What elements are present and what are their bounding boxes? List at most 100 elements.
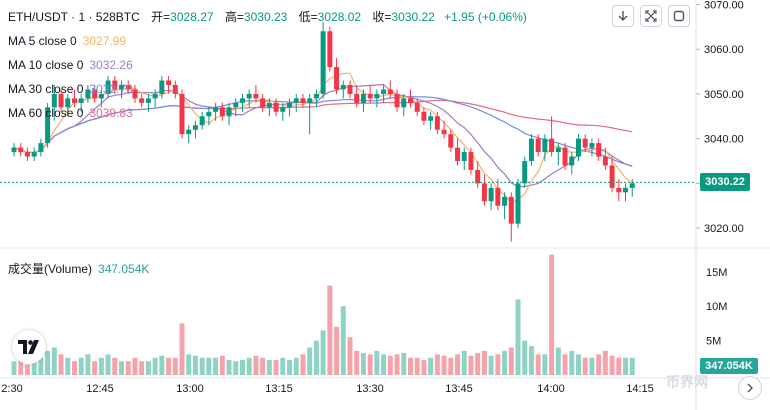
volume-bar <box>45 350 51 375</box>
high-value: 3030.23 <box>243 10 288 24</box>
volume-bar <box>569 350 575 375</box>
volume-bar <box>92 361 98 375</box>
volume-bar <box>320 330 326 375</box>
candle-body <box>428 116 434 121</box>
candle-body <box>582 138 588 148</box>
candle-body <box>347 84 353 94</box>
volume-bar <box>145 361 151 375</box>
candle-body <box>374 93 380 99</box>
candle-body <box>340 84 346 90</box>
volume-bar <box>461 350 467 375</box>
arrow-down-button[interactable] <box>612 5 634 27</box>
volume-bar <box>179 323 185 375</box>
volume-bar <box>85 354 91 375</box>
volume-bar <box>58 354 64 375</box>
volume-bar <box>582 357 588 375</box>
open-label: 开= <box>151 10 171 24</box>
volume-bar <box>166 357 172 375</box>
volume-bar <box>334 326 340 375</box>
candle-body <box>273 102 279 112</box>
candle-body <box>360 93 366 103</box>
fullscreen-button[interactable] <box>668 5 690 27</box>
open-value: 3028.27 <box>170 10 214 24</box>
fullscreen-icon <box>673 10 685 22</box>
volume-bar <box>616 357 622 375</box>
volume-bar <box>125 361 131 375</box>
volume-bar <box>213 357 219 375</box>
candle-body <box>112 80 118 90</box>
volume-bar <box>360 352 366 375</box>
candle-body <box>313 93 319 99</box>
candle-body <box>24 152 30 157</box>
ma30-label: MA 30 close 0 <box>8 82 84 96</box>
candle-body <box>192 125 198 130</box>
time-tick-label: 13:00 <box>176 383 204 395</box>
last-volume-tag: 347.054K <box>700 358 758 374</box>
candle-body <box>555 147 561 153</box>
expand-button[interactable] <box>640 5 662 27</box>
volume-bar <box>488 355 494 375</box>
close-value: 3030.22 <box>391 10 435 24</box>
arrow-down-icon <box>618 11 628 21</box>
candle-body <box>327 31 333 68</box>
volume-bar <box>542 354 548 375</box>
volume-bar <box>468 355 474 375</box>
volume-bar <box>434 354 440 375</box>
volume-bar <box>307 347 313 375</box>
volume-bar <box>602 350 608 375</box>
volume-bar <box>575 354 581 375</box>
volume-tick-label: 10M <box>706 301 727 313</box>
candle-body <box>300 98 306 103</box>
volume-bar <box>119 361 125 375</box>
candle-body <box>475 169 481 184</box>
candle-body <box>616 187 622 193</box>
volume-bar <box>549 254 555 375</box>
volume-bar <box>495 354 501 375</box>
candle-body <box>38 143 44 153</box>
candle-body <box>629 183 635 188</box>
volume-bar <box>401 352 407 375</box>
tradingview-logo[interactable] <box>12 330 46 364</box>
candle-body <box>528 138 534 162</box>
scroll-to-realtime-button[interactable] <box>738 376 762 400</box>
candle-body <box>266 102 272 108</box>
volume-bar <box>159 355 165 375</box>
change-value: +1.95 (+0.06%) <box>444 10 527 24</box>
volume-bar <box>421 359 427 375</box>
candle-body <box>387 89 393 94</box>
candle-body <box>596 143 602 157</box>
volume-bar <box>508 347 514 375</box>
candle-body <box>58 93 64 108</box>
ma10-value: 3032.26 <box>89 58 133 72</box>
volume-bar <box>246 357 252 375</box>
candle-body <box>11 147 17 153</box>
candle-body <box>434 116 440 130</box>
volume-bar <box>428 357 434 375</box>
candle-body <box>381 89 387 94</box>
volume-bar <box>18 361 24 375</box>
candle-body <box>253 93 259 99</box>
candle-body <box>92 89 98 99</box>
candle-body <box>481 183 487 202</box>
high-label: 高= <box>224 10 244 24</box>
volume-bar <box>623 357 629 375</box>
ma5-label: MA 5 close 0 <box>8 34 77 48</box>
volume-bar <box>327 285 333 375</box>
volume-bar <box>589 357 595 375</box>
candle-body <box>455 147 461 162</box>
time-tick-label: 13:30 <box>356 383 384 395</box>
low-label: 低= <box>298 10 318 24</box>
volume-bar <box>441 355 447 375</box>
volume-bar <box>105 354 111 375</box>
volume-bar <box>367 354 373 375</box>
volume-bar <box>71 361 77 375</box>
ma10-legend: MA 10 close 0 3032.26 <box>8 58 133 72</box>
candle-body <box>246 93 252 99</box>
volume-bar <box>152 357 158 375</box>
candle-body <box>407 98 413 103</box>
volume-bar <box>24 364 30 375</box>
volume-bar <box>266 359 272 375</box>
ma60-value: 3039.83 <box>89 106 133 120</box>
last-price-tag: 3030.22 <box>700 173 750 192</box>
